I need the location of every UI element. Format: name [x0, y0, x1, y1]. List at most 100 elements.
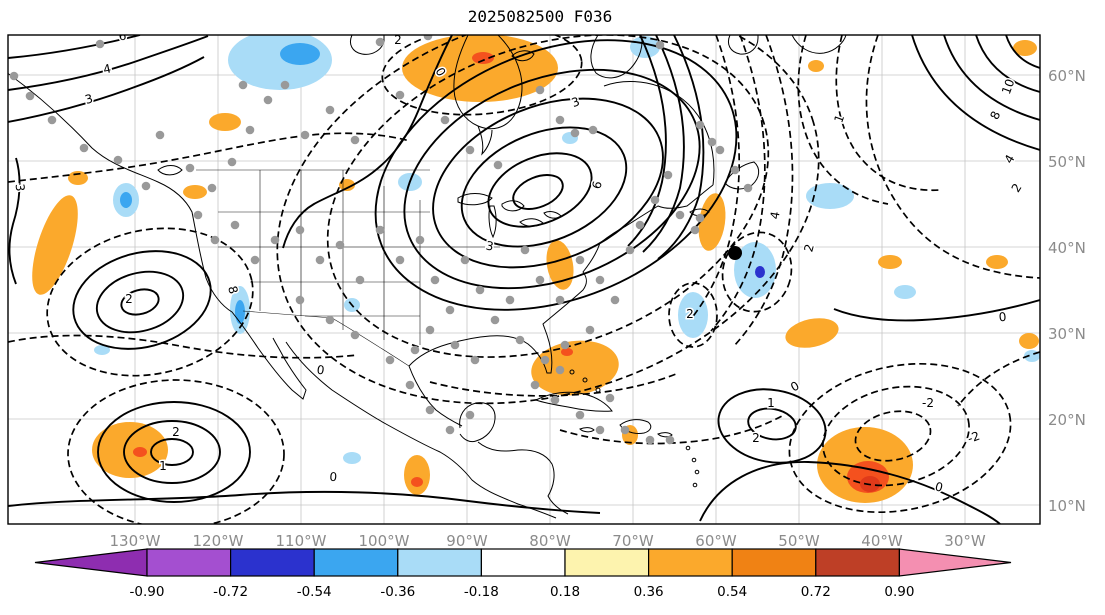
- station-dot: [245, 125, 255, 135]
- contour-dashed: [797, 35, 889, 205]
- lake-superior: [457, 193, 493, 206]
- station-dot: [465, 145, 475, 155]
- contour-label: 2: [125, 292, 133, 306]
- colorbar-tick-label: -0.72: [213, 584, 248, 600]
- station-dot: [570, 128, 580, 138]
- colorbar-tick-label: 0.54: [717, 584, 747, 600]
- contour-label: 1: [159, 459, 167, 473]
- island-antilles: [685, 445, 691, 451]
- station-dot: [395, 90, 405, 100]
- colorbar-band: [230, 548, 315, 577]
- station-dot: [665, 435, 675, 445]
- shaded-region-light-blue: [94, 345, 110, 355]
- coastline-mexico-gulf: [408, 365, 463, 427]
- station-dot: [350, 135, 360, 145]
- station-dot: [79, 143, 89, 153]
- shaded-region-blue: [120, 192, 132, 208]
- shaded-region-red: [472, 52, 494, 64]
- island-antilles: [692, 482, 698, 488]
- station-dot: [516, 26, 525, 35]
- station-dot: [230, 220, 240, 230]
- station-dot: [605, 393, 615, 403]
- contour-solid: [747, 407, 797, 441]
- colorbar-tick-label: 0.90: [884, 584, 914, 600]
- shaded-region-navy: [755, 266, 765, 278]
- island-hispaniola: [619, 419, 652, 434]
- station-dot: [325, 105, 335, 115]
- dashed-contours: [8, 35, 1040, 524]
- contour-dashed: [8, 132, 411, 183]
- station-dot: [595, 275, 605, 285]
- station-dot: [636, 26, 645, 35]
- contour-label: 2: [172, 425, 180, 439]
- contour-solid: [374, 39, 738, 311]
- station-dot: [425, 325, 435, 335]
- station-dot: [675, 210, 685, 220]
- lon-tick-label: 90°W: [446, 532, 488, 550]
- contour-label: -2: [922, 396, 934, 410]
- station-dot: [425, 405, 435, 415]
- colorbar-tick-label: -0.18: [464, 584, 499, 600]
- contour-dashed: [668, 282, 718, 348]
- contour-solid: [8, 490, 601, 514]
- contour-label: 3: [13, 183, 28, 192]
- station-dot: [227, 157, 237, 167]
- station-dot: [155, 130, 165, 140]
- station-dot: [440, 115, 450, 125]
- island-vancouver: [157, 165, 183, 176]
- contour-solid: [8, 35, 209, 91]
- station-dot: [550, 395, 560, 405]
- contour-dashed: [46, 227, 254, 377]
- contour-dashed: [854, 410, 932, 462]
- station-dot: [650, 195, 660, 205]
- lon-tick-label: 40°W: [861, 532, 903, 550]
- contour-dashed: [429, 373, 677, 397]
- station-dot: [555, 365, 565, 375]
- lon-tick-label: 60°W: [695, 532, 737, 550]
- contour-solid: [432, 97, 664, 269]
- station-dot: [715, 145, 725, 155]
- colorbar-band: [731, 548, 817, 577]
- shaded-region-orange: [546, 240, 574, 290]
- island-puerto-rico: [657, 432, 673, 438]
- station-dot: [185, 163, 195, 173]
- shaded-region-orange: [808, 60, 824, 72]
- longitude-tick-labels: 130°W 120°W 110°W 100°W 90°W 80°W 70°W 60°W 50°W…: [110, 532, 986, 550]
- coastline-james-bay: [477, 125, 493, 156]
- colorbar-band: [480, 548, 566, 577]
- contour-label: 6: [118, 29, 128, 44]
- colorbar-band: [146, 548, 232, 577]
- station-dot: [535, 275, 545, 285]
- contour-solid: [460, 126, 628, 248]
- contour-dashed: [957, 351, 1040, 407]
- station-dot: [207, 183, 217, 193]
- station-dot: [695, 120, 705, 130]
- station-dot: [335, 240, 345, 250]
- station-dot: [415, 235, 425, 245]
- coastline-hudson-bay: [453, 35, 523, 130]
- colorbar-band: [815, 548, 900, 577]
- contour-label: 0: [316, 363, 326, 378]
- contour-dashed: [67, 379, 285, 524]
- contour-solid: [403, 68, 701, 290]
- lon-tick-label: 30°W: [944, 532, 986, 550]
- station-dot: [707, 137, 717, 147]
- colorbar-under-arrow: [34, 548, 148, 577]
- lat-tick-label: 50°N: [1048, 153, 1086, 171]
- colorbar-tick-label: 0.72: [801, 584, 831, 600]
- station-dot: [193, 210, 203, 220]
- contour-solid: [975, 35, 1040, 93]
- contour-solid: [8, 35, 141, 59]
- colorbar-band: [313, 548, 399, 577]
- station-dot: [475, 285, 485, 295]
- station-dot: [385, 355, 395, 365]
- station-dot: [423, 35, 433, 41]
- station-dot: [263, 95, 273, 105]
- contour-dashed: [721, 231, 793, 313]
- shaded-region-orange: [878, 255, 902, 269]
- lon-tick-label: 50°W: [778, 532, 820, 550]
- station-dot: [295, 225, 305, 235]
- lat-tick-label: 30°N: [1048, 325, 1086, 343]
